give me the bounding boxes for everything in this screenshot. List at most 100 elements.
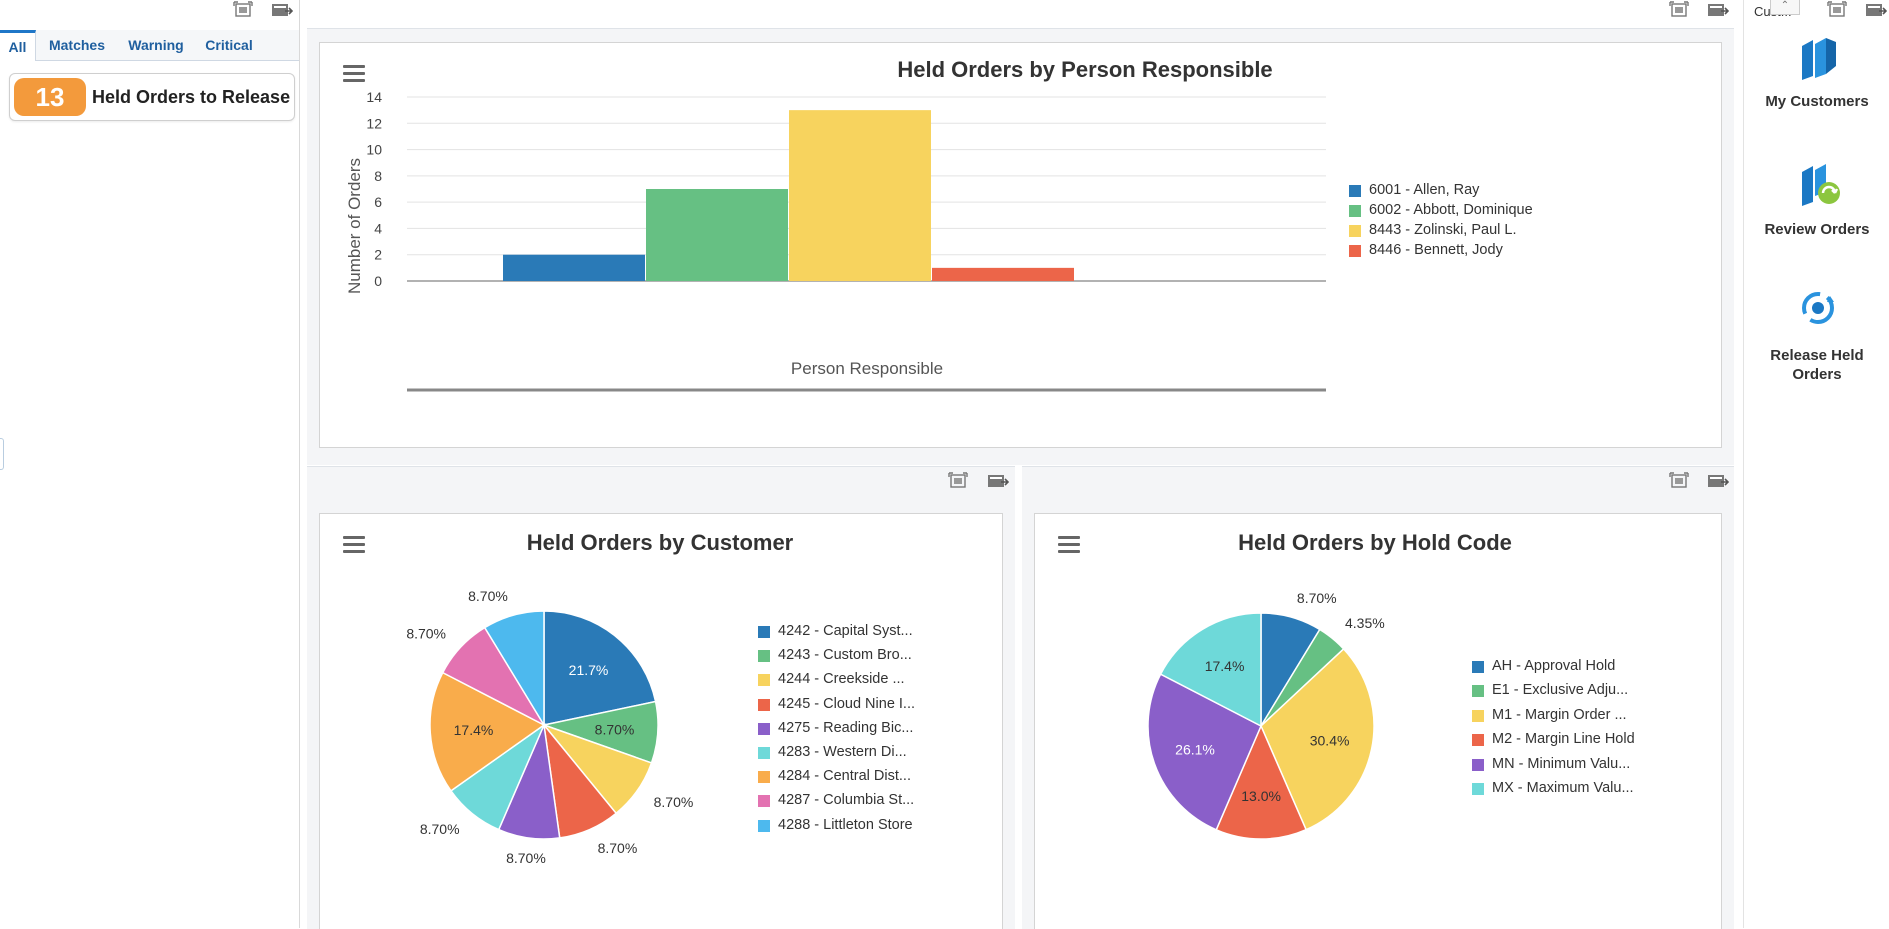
bar[interactable] bbox=[503, 254, 645, 281]
maximize-icon[interactable] bbox=[1669, 1, 1691, 19]
customer-pie-legend: 4242 - Capital Syst... 4243 - Custom Bro.… bbox=[758, 622, 998, 842]
legend-label: AH - Approval Hold bbox=[1492, 658, 1616, 674]
maximize-icon[interactable] bbox=[233, 1, 255, 19]
y-tick-label: 12 bbox=[366, 115, 382, 131]
legend-swatch bbox=[1349, 245, 1361, 257]
legend-label: MN - Minimum Valu... bbox=[1492, 755, 1631, 772]
maximize-icon[interactable] bbox=[1827, 1, 1849, 19]
data-label: 8.70% bbox=[595, 722, 635, 738]
springboard-review-orders[interactable]: Review Orders bbox=[1744, 162, 1889, 242]
data-label: 21.7% bbox=[569, 662, 609, 678]
legend-label: 4284 - Central Dist... bbox=[778, 768, 911, 785]
tab-matches[interactable]: Matches bbox=[48, 37, 106, 53]
legend-swatch bbox=[1472, 783, 1484, 795]
y-tick-label: 2 bbox=[374, 247, 382, 263]
legend-label: M2 - Margin Line Hold bbox=[1492, 731, 1635, 748]
data-label: 17.4% bbox=[1205, 658, 1245, 674]
legend-label: 6001 - Allen, Ray bbox=[1369, 182, 1480, 198]
legend-label: E1 - Exclusive Adju... bbox=[1492, 682, 1629, 699]
legend-swatch bbox=[1349, 205, 1361, 217]
springboard-label: Release Held Orders bbox=[1770, 347, 1864, 383]
legend-label: 8443 - Zolinski, Paul L. bbox=[1369, 222, 1517, 238]
holdcode-pie-legend: AH - Approval Hold E1 - Exclusive Adju...… bbox=[1472, 657, 1712, 807]
bar-chart-legend: 6001 - Allen, Ray 6002 - Abbott, Dominiqu… bbox=[1349, 181, 1669, 301]
review-books-icon bbox=[1802, 164, 1840, 206]
legend-swatch bbox=[758, 722, 770, 735]
y-axis-label: Number of Orders bbox=[345, 158, 364, 294]
bar-chart-card: Held Orders by Person Responsible 0 2 4 6 8 1… bbox=[319, 42, 1722, 448]
export-icon[interactable] bbox=[271, 1, 293, 19]
data-label: 8.70% bbox=[406, 626, 446, 642]
chart-title: Held Orders by Person Responsible bbox=[897, 57, 1273, 82]
alert-label: Held Orders to Release bbox=[92, 87, 291, 107]
pie-slice[interactable] bbox=[429, 671, 546, 792]
pie-slice[interactable] bbox=[1215, 724, 1308, 840]
legend-swatch bbox=[1472, 734, 1484, 747]
springboard-my-customers[interactable]: My Customers bbox=[1744, 36, 1889, 116]
legend-label: 4242 - Capital Syst... bbox=[778, 623, 913, 639]
legend-swatch bbox=[1349, 185, 1361, 197]
bar[interactable] bbox=[789, 110, 931, 282]
legend-label: 4283 - Western Di... bbox=[778, 744, 907, 760]
legend-swatch bbox=[758, 698, 770, 711]
export-icon[interactable] bbox=[1707, 472, 1729, 490]
bar[interactable] bbox=[932, 267, 1074, 281]
chart-menu-icon[interactable] bbox=[1058, 536, 1080, 554]
data-label: 4.35% bbox=[1345, 615, 1385, 631]
x-axis-label: Person Responsible bbox=[791, 359, 943, 378]
y-tick-label: 0 bbox=[374, 273, 382, 289]
legend-label: 4275 - Reading Bic... bbox=[778, 719, 914, 736]
legend-label: 4243 - Custom Bro... bbox=[778, 647, 912, 664]
legend-swatch bbox=[1472, 758, 1484, 771]
pie-slice[interactable] bbox=[543, 610, 657, 726]
export-icon[interactable] bbox=[1707, 1, 1729, 19]
tab-critical[interactable]: Critical bbox=[205, 37, 253, 53]
tab-warning[interactable]: Warning bbox=[128, 37, 184, 53]
legend-swatch bbox=[758, 650, 770, 663]
legend-label: 4287 - Columbia St... bbox=[778, 792, 915, 809]
pie-slice[interactable] bbox=[1159, 612, 1262, 728]
collapse-up-icon[interactable]: ⌃ bbox=[1770, 0, 1800, 15]
legend-swatch bbox=[1349, 225, 1361, 237]
legend-label: 8446 - Bennett, Jody bbox=[1369, 242, 1503, 258]
held-orders-alert-card[interactable]: 13 Held Orders to Release bbox=[9, 73, 295, 121]
data-label: 8.70% bbox=[506, 850, 546, 866]
y-tick-label: 10 bbox=[366, 142, 382, 158]
export-icon[interactable] bbox=[1865, 1, 1887, 19]
legend-swatch bbox=[1472, 709, 1484, 722]
customer-pie-plot: 21.7% 8.70% 8.70% 8.70% 8.70% 8.70% 17.4% 8.70%… bbox=[406, 588, 693, 866]
export-icon[interactable] bbox=[987, 472, 1009, 490]
left-panel: All Matches Warning Critical 13 Held Ord… bbox=[0, 0, 300, 928]
chart-menu-icon[interactable] bbox=[343, 65, 365, 83]
data-label: 8.70% bbox=[598, 840, 638, 856]
legend-label: 4244 - Creekside ... bbox=[778, 671, 905, 688]
books-icon bbox=[1802, 38, 1836, 80]
y-tick-label: 8 bbox=[374, 168, 382, 184]
tab-all[interactable]: All bbox=[0, 30, 36, 61]
pie-slice[interactable] bbox=[483, 610, 545, 728]
legend-swatch bbox=[758, 674, 770, 687]
maximize-icon[interactable] bbox=[948, 472, 970, 490]
legend-label: 4288 - Littleton Store bbox=[778, 816, 913, 833]
pie-slice[interactable] bbox=[1147, 673, 1262, 831]
data-label: 8.70% bbox=[468, 588, 508, 604]
bar-chart-plot: 0 2 4 6 8 10 12 14 Number of Orders Person Resp… bbox=[345, 89, 1326, 392]
data-label: 30.4% bbox=[1310, 732, 1350, 748]
springboard-release-held-orders[interactable]: Release Held Orders bbox=[1744, 290, 1889, 386]
legend-swatch bbox=[758, 747, 770, 759]
maximize-icon[interactable] bbox=[1669, 472, 1691, 490]
bar[interactable] bbox=[646, 189, 788, 281]
release-cycle-icon bbox=[1802, 292, 1834, 324]
collapse-handle[interactable] bbox=[0, 438, 4, 470]
data-label: 26.1% bbox=[1175, 742, 1215, 758]
legend-swatch bbox=[758, 626, 770, 638]
alert-filter-tabs: All Matches Warning Critical bbox=[0, 30, 299, 61]
y-tick-label: 14 bbox=[366, 89, 382, 105]
chart-menu-icon[interactable] bbox=[343, 536, 365, 554]
legend-label: 4245 - Cloud Nine I... bbox=[778, 695, 916, 712]
pie-slice[interactable] bbox=[1260, 647, 1375, 831]
springboard-label: Review Orders bbox=[1764, 221, 1870, 238]
legend-swatch bbox=[758, 819, 770, 832]
data-label: 8.70% bbox=[1297, 590, 1337, 606]
y-tick-label: 6 bbox=[374, 194, 382, 210]
